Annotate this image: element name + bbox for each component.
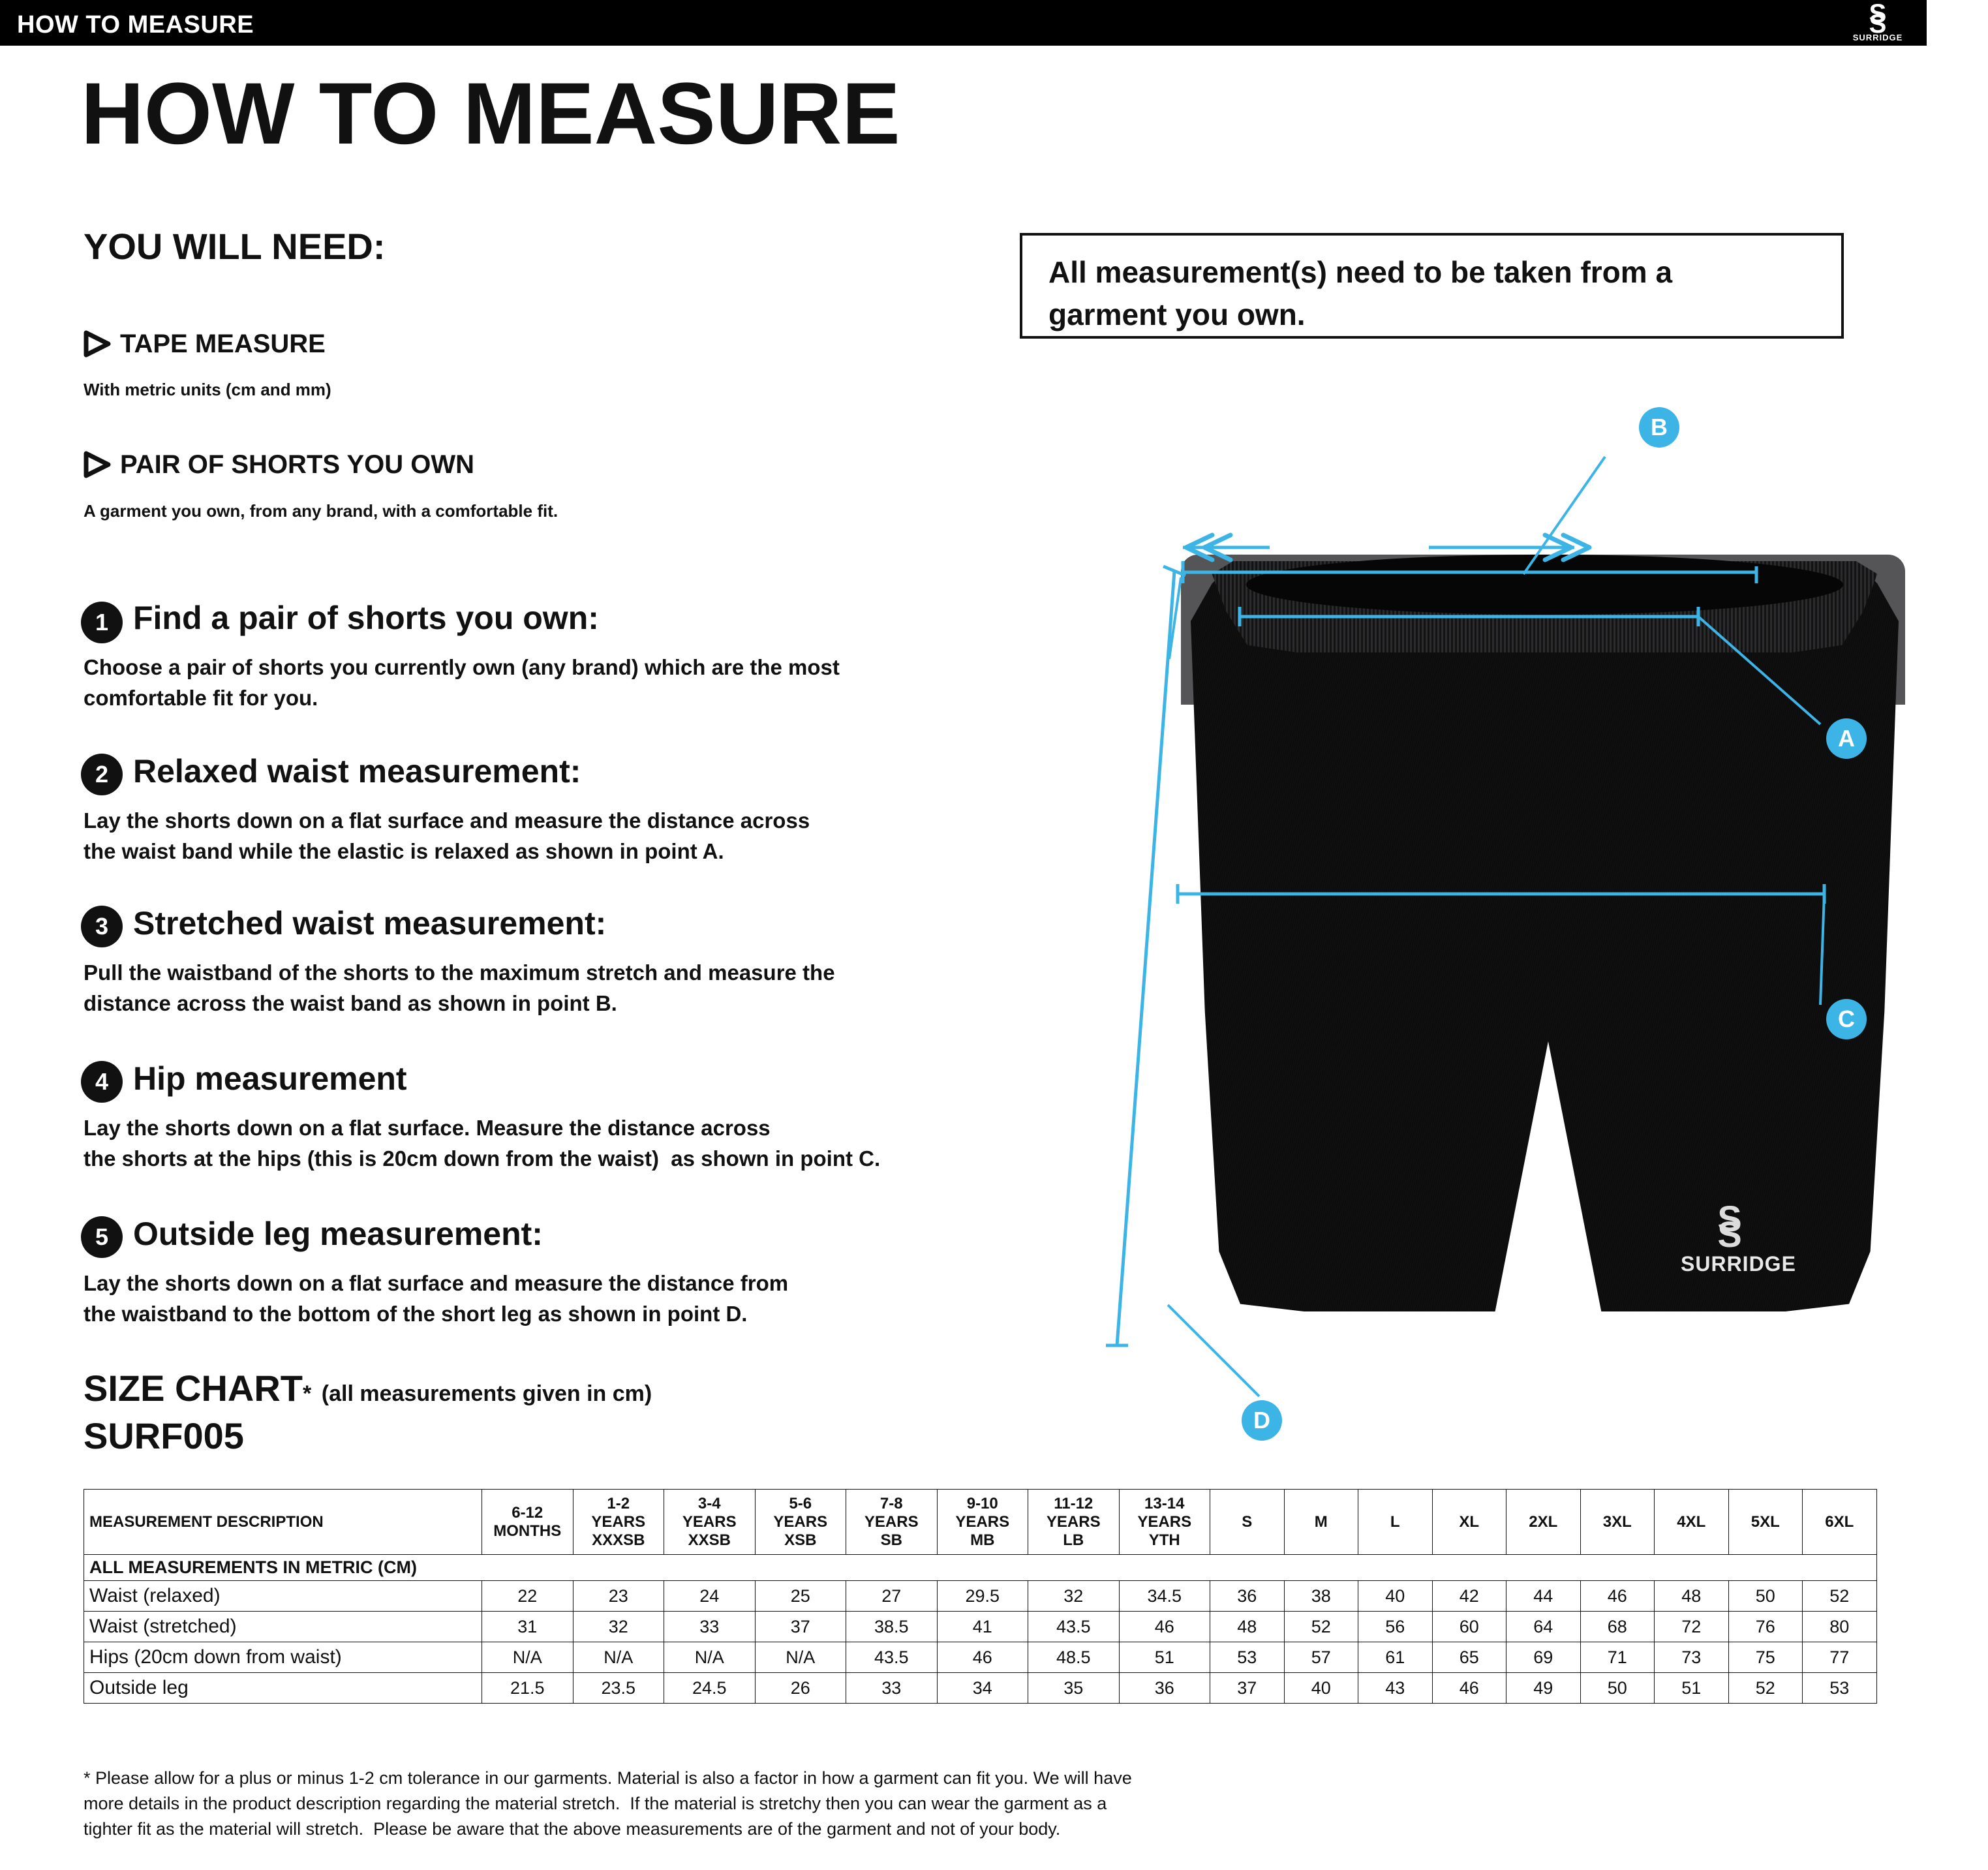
svg-text:S: S [1717, 1214, 1741, 1248]
svg-text:S: S [1869, 10, 1887, 34]
